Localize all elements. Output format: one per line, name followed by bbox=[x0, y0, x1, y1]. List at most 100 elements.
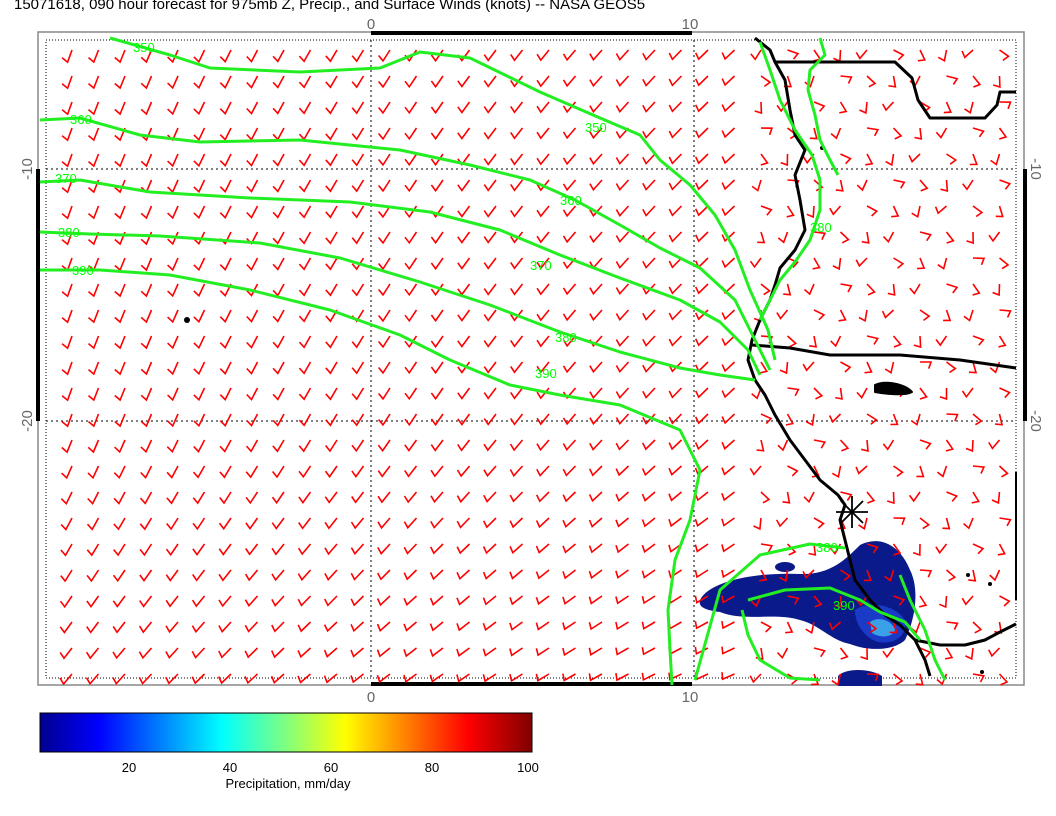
wind-barb bbox=[915, 673, 924, 686]
wind-barb bbox=[972, 205, 984, 218]
wind-barb bbox=[694, 569, 709, 579]
wind-barb bbox=[668, 491, 683, 502]
wind-barb bbox=[589, 309, 603, 322]
wind-barb bbox=[244, 647, 259, 659]
wind-barb bbox=[377, 179, 391, 193]
wind-barb bbox=[787, 49, 800, 60]
wind-barb bbox=[892, 127, 903, 140]
wind-barb bbox=[350, 621, 365, 633]
wind-barb bbox=[813, 647, 826, 658]
wind-barb bbox=[192, 491, 206, 505]
wind-barb bbox=[694, 75, 709, 87]
wind-barb bbox=[861, 231, 870, 244]
wind-barb bbox=[457, 335, 471, 348]
colorbar-tick: 80 bbox=[425, 760, 439, 775]
wind-barb bbox=[191, 673, 206, 685]
chart-title: 15071618, 090 hour forecast for 975mb Z,… bbox=[14, 0, 646, 13]
wind-barb bbox=[893, 595, 906, 606]
wind-barb bbox=[802, 569, 815, 579]
wind-barb bbox=[779, 361, 789, 375]
wind-barb bbox=[404, 153, 418, 167]
wind-barb bbox=[272, 205, 285, 219]
wind-barb bbox=[998, 257, 1010, 270]
precip-area-peak bbox=[870, 619, 895, 637]
wind-barb bbox=[642, 49, 656, 61]
wind-barb bbox=[961, 49, 974, 59]
wind-barb bbox=[562, 283, 577, 296]
wind-barb bbox=[377, 231, 391, 245]
wind-barb bbox=[271, 517, 285, 530]
wind-barb bbox=[562, 543, 577, 554]
wind-barb bbox=[749, 465, 762, 476]
wind-barb bbox=[615, 439, 630, 451]
wind-barb bbox=[325, 361, 338, 375]
wind-barb bbox=[777, 439, 789, 452]
wind-barb bbox=[430, 75, 444, 89]
wind-barb bbox=[510, 309, 524, 322]
wind-barb bbox=[429, 621, 444, 632]
wind-barb bbox=[694, 595, 709, 604]
wind-barb bbox=[482, 621, 497, 632]
wind-barb bbox=[866, 491, 876, 504]
wind-barb bbox=[536, 231, 550, 244]
wind-barb bbox=[193, 335, 206, 350]
wind-barb bbox=[271, 543, 285, 556]
wind-barb bbox=[754, 101, 763, 115]
wind-barb bbox=[377, 361, 391, 375]
wind-barb bbox=[457, 439, 471, 452]
wind-barb bbox=[889, 621, 898, 634]
wind-barb bbox=[694, 491, 709, 502]
wind-barb bbox=[113, 465, 126, 480]
wind-barb bbox=[988, 439, 1001, 450]
wind-barb bbox=[785, 621, 794, 634]
wind-barb bbox=[59, 673, 73, 686]
wind-barb bbox=[990, 153, 1001, 166]
wind-barb bbox=[457, 179, 471, 192]
wind-barb bbox=[694, 49, 709, 61]
wind-barb bbox=[483, 205, 497, 218]
wind-barb bbox=[351, 257, 365, 271]
wind-barb bbox=[886, 491, 895, 505]
wind-barb bbox=[536, 153, 550, 166]
wind-barb bbox=[61, 153, 73, 168]
wind-barb bbox=[246, 309, 259, 323]
wind-barb bbox=[865, 153, 874, 166]
wind-barb bbox=[694, 153, 709, 165]
wind-barb bbox=[910, 413, 921, 426]
wind-barb bbox=[510, 127, 524, 140]
wind-barb bbox=[813, 439, 827, 449]
wind-barb bbox=[140, 335, 153, 350]
wind-barb bbox=[668, 75, 683, 87]
wind-barb bbox=[167, 387, 179, 402]
wind-barb bbox=[430, 491, 444, 504]
wind-barb bbox=[457, 387, 471, 400]
wind-barb bbox=[694, 127, 709, 139]
wind-barb bbox=[140, 231, 153, 246]
wind-barb bbox=[890, 413, 899, 426]
wind-barb bbox=[324, 465, 338, 479]
wind-barb bbox=[987, 647, 1001, 658]
wind-barb bbox=[864, 361, 873, 374]
wind-barb bbox=[298, 413, 312, 427]
contour-390-south bbox=[747, 586, 922, 641]
wind-barb bbox=[86, 569, 100, 583]
wind-barb bbox=[298, 257, 312, 271]
wind-barb bbox=[351, 439, 365, 453]
wind-barb bbox=[323, 595, 338, 607]
lon-tick-top-10: 10 bbox=[682, 16, 699, 33]
wind-barb bbox=[999, 49, 1010, 62]
wind-barb bbox=[749, 673, 762, 684]
wind-barb bbox=[961, 595, 974, 606]
wind-barb bbox=[351, 231, 365, 245]
wind-barb bbox=[429, 647, 444, 658]
wind-barb bbox=[193, 361, 206, 376]
wind-barb bbox=[87, 309, 100, 324]
wind-barb bbox=[167, 153, 179, 168]
wind-barb bbox=[615, 517, 630, 528]
wind-barb bbox=[882, 647, 895, 659]
wind-barb bbox=[61, 205, 73, 220]
wind-barb bbox=[882, 231, 895, 244]
wind-barb bbox=[510, 49, 524, 62]
wind-barb bbox=[457, 101, 471, 114]
wind-barb bbox=[893, 517, 906, 526]
